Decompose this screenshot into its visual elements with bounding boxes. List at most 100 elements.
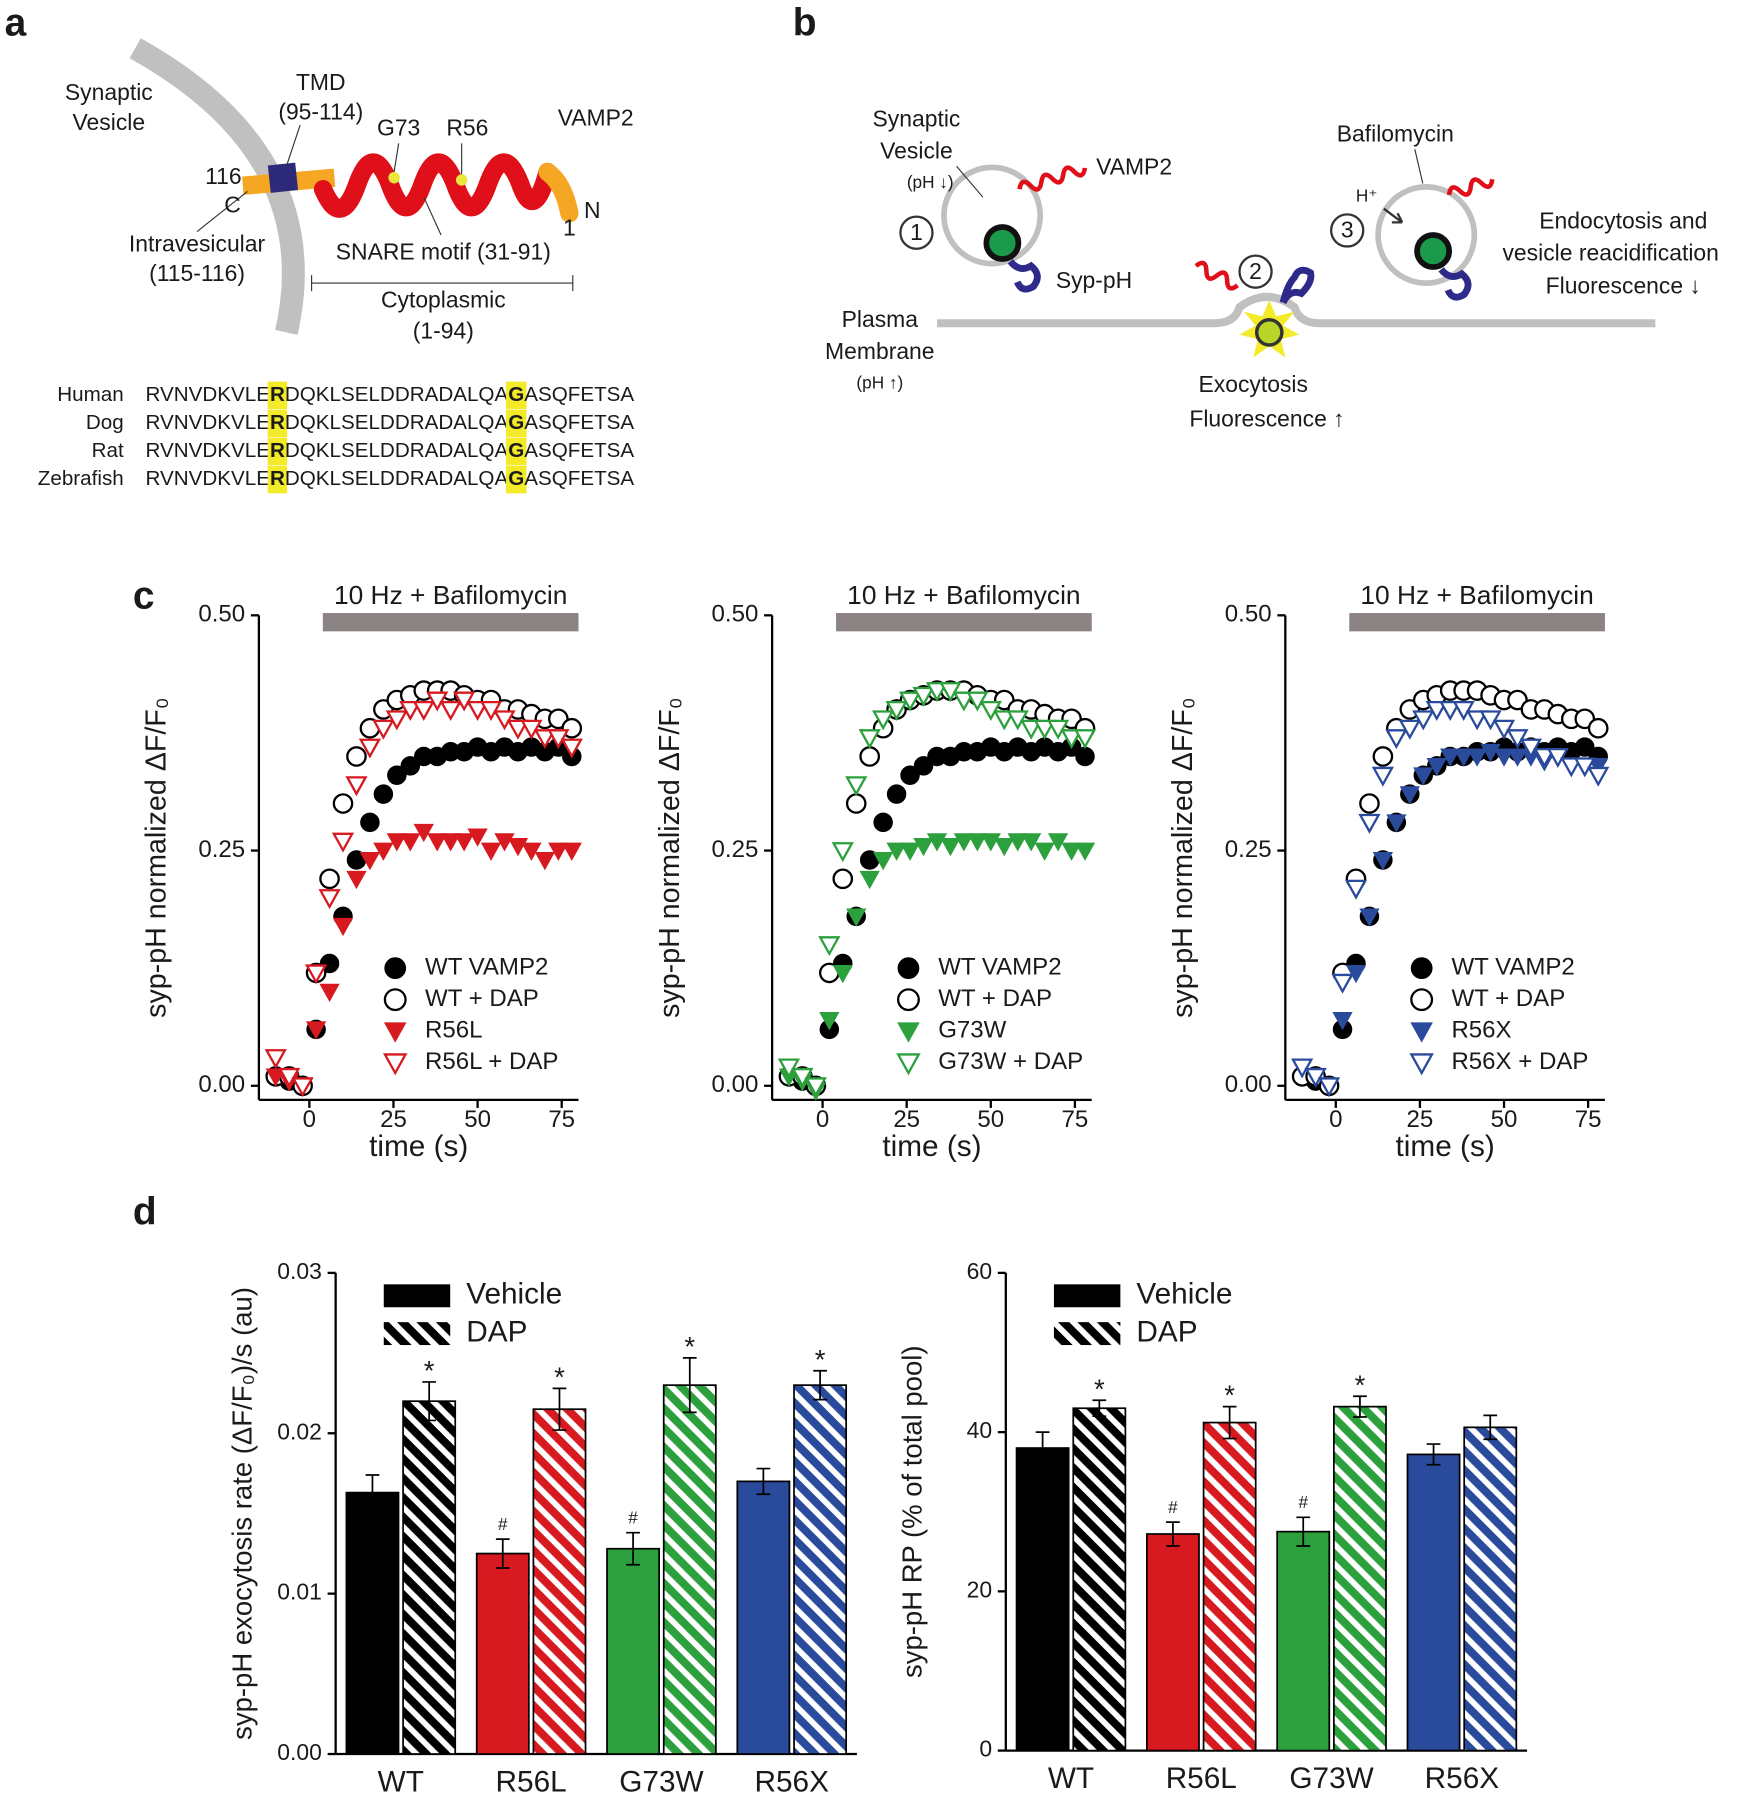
marker — [427, 833, 448, 852]
x-tick-label: R56L — [1166, 1762, 1237, 1795]
marker — [1075, 746, 1095, 767]
annotation: 10 Hz + Bafilomycin — [1360, 580, 1593, 610]
label: Endocytosis and — [1539, 207, 1707, 233]
highlighted-residue: G — [508, 383, 524, 406]
error-bar — [1166, 1521, 1180, 1547]
error-bar — [1483, 1414, 1498, 1441]
marker — [832, 868, 854, 890]
marker — [819, 1012, 840, 1031]
y-tick-label: 40 — [967, 1417, 992, 1443]
significance: * — [1355, 1369, 1366, 1400]
label: SNARE motif (31-91) — [336, 238, 551, 264]
leader — [393, 143, 400, 173]
panel-label: a — [5, 2, 27, 45]
marker — [493, 710, 516, 731]
y-axis-label: syp-pH exocytosis rate (ΔF/F₀)/s (au) — [226, 1287, 257, 1740]
marker — [831, 842, 854, 863]
tmd — [267, 162, 299, 193]
highlighted-residue: G — [508, 467, 524, 490]
error-bar — [1035, 1431, 1050, 1465]
label: Synaptic — [873, 105, 961, 131]
highlight — [267, 437, 288, 466]
legend-marker — [897, 1022, 920, 1043]
legend-label: WT VAMP2 — [938, 954, 1061, 981]
label: Intravesicular — [129, 230, 266, 256]
label: VAMP2 — [558, 104, 634, 130]
label: 3 — [1341, 217, 1354, 243]
significance: * — [1094, 1373, 1105, 1404]
x-tick-label: 75 — [1062, 1106, 1089, 1133]
label: (1-94) — [413, 317, 474, 343]
marker — [1372, 852, 1394, 871]
label: TMD — [296, 69, 346, 95]
legend-marker — [382, 1053, 408, 1076]
bar — [1146, 1533, 1200, 1752]
label: C — [224, 191, 241, 217]
label: Synaptic — [65, 79, 153, 105]
marker — [466, 700, 489, 721]
legend-marker — [896, 988, 920, 1012]
marker — [1074, 842, 1096, 861]
y-tick-label: 0.50 — [712, 601, 759, 628]
bar — [1202, 1421, 1257, 1752]
x-tick-label: 25 — [893, 1106, 920, 1133]
y-tick-label: 0.00 — [277, 1739, 322, 1765]
marker — [1533, 747, 1556, 768]
x-tick-label: 50 — [977, 1106, 1004, 1133]
sequence: ASQFETSA — [524, 383, 634, 406]
step-circle — [1238, 254, 1273, 289]
marker — [1560, 757, 1583, 778]
marker — [1331, 973, 1354, 994]
y-tick-label: 0.01 — [277, 1579, 322, 1605]
marker — [426, 691, 449, 712]
x-tick-label: 50 — [464, 1106, 491, 1133]
marker — [1385, 729, 1408, 750]
error-bar — [365, 1474, 380, 1512]
error-bar — [495, 1538, 510, 1569]
legend-label: R56L — [425, 1017, 482, 1044]
marker — [533, 729, 556, 750]
marker — [1021, 833, 1042, 852]
error-bar — [813, 1369, 827, 1401]
marker — [912, 686, 935, 707]
highlight — [505, 381, 527, 410]
y-axis-label: syp-pH normalized ΔF/F₀ — [654, 697, 686, 1018]
marker — [846, 908, 867, 927]
y-tick-label: 0.25 — [1225, 836, 1272, 863]
marker — [899, 842, 921, 861]
marker — [360, 812, 380, 833]
marker — [1291, 1058, 1314, 1079]
marker — [1020, 719, 1043, 740]
label: Fluorescence ↓ — [1546, 273, 1701, 299]
marker — [479, 700, 503, 721]
leader — [1414, 148, 1424, 184]
legend-marker — [1410, 988, 1434, 1012]
marker — [1047, 833, 1069, 852]
y-tick-label: 20 — [967, 1576, 992, 1602]
label: Syp-pH — [1056, 267, 1132, 293]
marker — [993, 710, 1016, 731]
significance: * — [684, 1331, 695, 1362]
label: 2 — [1249, 258, 1262, 284]
marker — [1426, 757, 1447, 777]
y-tick-label: 0.00 — [1225, 1071, 1272, 1098]
legend-label: R56X + DAP — [1451, 1048, 1588, 1075]
marker — [966, 691, 989, 712]
label: Bafilomycin — [1337, 120, 1454, 146]
marker — [1465, 710, 1489, 731]
annotation: 10 Hz + Bafilomycin — [847, 580, 1080, 610]
legend-label: DAP — [466, 1315, 527, 1348]
legend-marker — [1410, 957, 1433, 980]
marker — [506, 719, 530, 740]
x-tick-label: G73W — [619, 1766, 703, 1799]
legend-label: WT + DAP — [938, 985, 1052, 1012]
diagram-b: Synaptic Vesicle (pH ↓) VAMP2 1 Syp-pH P… — [825, 105, 1719, 431]
error-bar — [682, 1357, 697, 1414]
marker — [548, 842, 569, 861]
marker — [873, 812, 893, 833]
marker — [1034, 842, 1055, 861]
bracket — [311, 275, 574, 292]
bar — [475, 1552, 530, 1755]
